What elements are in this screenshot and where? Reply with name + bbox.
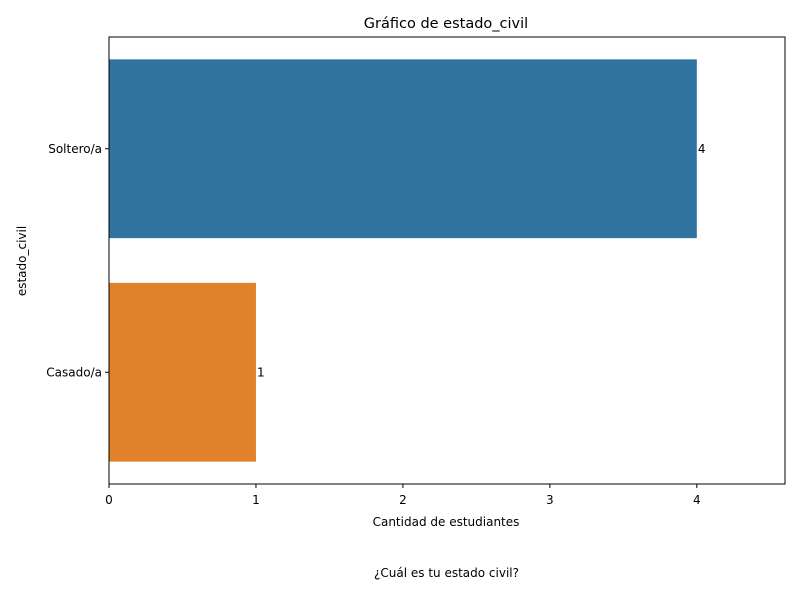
x-axis-label: Cantidad de estudiantes <box>373 515 520 529</box>
x-tick-label-0: 0 <box>105 493 113 507</box>
data-labels-layer: 41 <box>257 142 706 380</box>
y-tick-label-casado-a: Casado/a <box>46 365 102 379</box>
y-axis: Soltero/a Casado/a <box>46 142 109 379</box>
data-label-soltero-a: 4 <box>698 142 706 156</box>
chart-title: Gráfico de estado_civil <box>364 16 528 32</box>
x-tick-label-4: 4 <box>693 493 701 507</box>
y-tick-label-soltero-a: Soltero/a <box>48 142 102 156</box>
bars-layer <box>109 59 697 462</box>
y-axis-label: estado_civil <box>15 226 29 296</box>
bar-soltero-a <box>109 59 697 239</box>
plot-frame <box>108 36 786 485</box>
x-tick-label-2: 2 <box>399 493 407 507</box>
x-axis: 0 1 2 3 4 <box>105 484 701 507</box>
data-label-casado-a: 1 <box>257 365 265 379</box>
x-tick-label-3: 3 <box>546 493 554 507</box>
x-tick-label-1: 1 <box>252 493 260 507</box>
bar-casado-a <box>109 282 256 462</box>
chart-caption: ¿Cuál es tu estado civil? <box>374 566 519 580</box>
